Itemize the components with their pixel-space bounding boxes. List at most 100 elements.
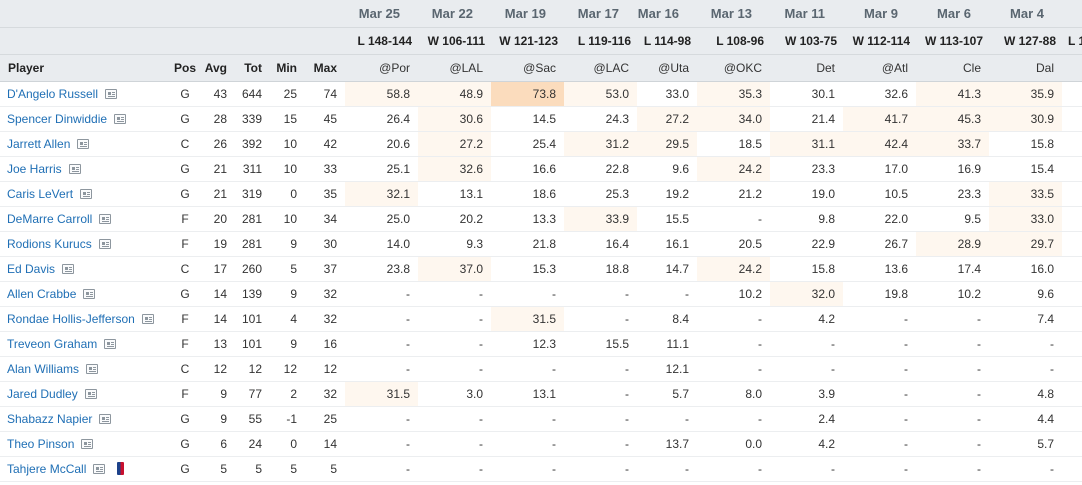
result-header-spacer bbox=[0, 27, 345, 54]
game-score-cell bbox=[1062, 406, 1082, 431]
player-card-icon[interactable] bbox=[84, 388, 97, 399]
player-name-link[interactable]: D'Angelo Russell bbox=[7, 86, 99, 101]
player-card-icon[interactable] bbox=[80, 188, 93, 199]
player-card-icon[interactable] bbox=[99, 213, 112, 224]
player-name-link[interactable]: Jarrett Allen bbox=[7, 136, 71, 151]
tot-column-header[interactable]: Tot bbox=[244, 60, 262, 75]
max-cell: 30 bbox=[323, 236, 337, 251]
player-card-icon[interactable] bbox=[99, 413, 112, 424]
game-score-cell: 10.2 bbox=[738, 286, 762, 301]
player-card-icon[interactable] bbox=[62, 263, 75, 274]
player-name-link[interactable]: Rondae Hollis-Jefferson bbox=[7, 311, 135, 326]
game-score-cell: - bbox=[1050, 461, 1054, 476]
player-card-icon[interactable] bbox=[83, 288, 96, 299]
player-name-link[interactable]: Treveon Graham bbox=[7, 336, 98, 351]
game-score-cell: 10.5 bbox=[884, 186, 908, 201]
opponent-column-header[interactable]: @LAL bbox=[449, 60, 483, 75]
player-card-icon[interactable] bbox=[77, 138, 90, 149]
game-score-cell: - bbox=[977, 436, 981, 451]
min-cell: 0 bbox=[290, 436, 297, 451]
pos-cell: C bbox=[180, 136, 190, 151]
player-name-link[interactable]: DeMarre Carroll bbox=[7, 211, 93, 226]
max-column-header[interactable]: Max bbox=[313, 60, 337, 75]
player-card-icon[interactable] bbox=[93, 463, 106, 474]
min-column-header[interactable]: Min bbox=[276, 60, 297, 75]
game-score-cell: 33.9 bbox=[564, 206, 637, 231]
opponent-column-header[interactable]: Det bbox=[816, 60, 835, 75]
game-score-cell: - bbox=[625, 386, 629, 401]
game-score-cell: - bbox=[1050, 361, 1054, 376]
game-result-header: W 106-111 bbox=[427, 33, 485, 48]
player-name-link[interactable]: Ed Davis bbox=[7, 261, 56, 276]
min-cell: 0 bbox=[290, 186, 297, 201]
player-name-link[interactable]: Tahjere McCall bbox=[7, 461, 87, 476]
player-name-link[interactable]: Spencer Dinwiddie bbox=[7, 111, 108, 126]
min-cell: 10 bbox=[283, 136, 297, 151]
pos-cell: F bbox=[181, 336, 189, 351]
player-name-link[interactable]: Alan Williams bbox=[7, 361, 80, 376]
avg-cell: 21 bbox=[213, 161, 227, 176]
player-card-icon[interactable] bbox=[105, 88, 118, 99]
game-score-cell: 17.4 bbox=[957, 261, 981, 276]
game-score-cell: 34.0 bbox=[697, 106, 770, 131]
player-name-link[interactable]: Caris LeVert bbox=[7, 186, 74, 201]
pos-cell: G bbox=[180, 111, 190, 126]
game-score-cell bbox=[1062, 256, 1082, 281]
min-cell: 9 bbox=[290, 336, 297, 351]
player-card-icon[interactable] bbox=[86, 363, 99, 374]
game-score-cell: - bbox=[831, 461, 835, 476]
tot-cell: 392 bbox=[241, 136, 262, 151]
game-score-cell: 22.0 bbox=[884, 211, 908, 226]
game-date-header: Mar 19 bbox=[504, 5, 546, 21]
player-card-icon[interactable] bbox=[141, 313, 154, 324]
game-score-cell: - bbox=[904, 386, 908, 401]
opponent-column-header[interactable]: @Sac bbox=[523, 60, 556, 75]
player-card-icon[interactable] bbox=[81, 438, 94, 449]
avg-cell: 14 bbox=[213, 311, 227, 326]
game-score-cell: - bbox=[904, 336, 908, 351]
player-name-link[interactable]: Joe Harris bbox=[7, 161, 62, 176]
opponent-column-header[interactable]: @Por bbox=[379, 60, 410, 75]
game-score-cell: 8.0 bbox=[745, 386, 762, 401]
avg-column-header[interactable]: Avg bbox=[204, 60, 227, 75]
player-card-icon[interactable] bbox=[68, 163, 81, 174]
opponent-column-header[interactable]: @Uta bbox=[658, 60, 689, 75]
player-row: D'Angelo Russell G 43 644 25 74 58.8 48.9 73.8 53… bbox=[0, 81, 1082, 106]
player-name-link[interactable]: Shabazz Napier bbox=[7, 411, 93, 426]
player-card-icon[interactable] bbox=[114, 113, 127, 124]
pos-column-header[interactable]: Pos bbox=[173, 60, 196, 75]
opponent-column-header[interactable] bbox=[1062, 54, 1082, 81]
opponent-column-header[interactable]: Dal bbox=[1035, 60, 1054, 75]
player-name-link[interactable]: Allen Crabbe bbox=[7, 286, 77, 301]
game-score-cell: 32.1 bbox=[345, 181, 418, 206]
game-score-cell: - bbox=[904, 436, 908, 451]
game-score-cell: 16.4 bbox=[605, 236, 629, 251]
player-card-icon[interactable] bbox=[104, 338, 117, 349]
opponent-column-header[interactable]: @OKC bbox=[723, 60, 762, 75]
opponent-column-header[interactable]: @Atl bbox=[881, 60, 908, 75]
player-cell: Treveon Graham bbox=[0, 331, 170, 356]
game-score-cell: 0.0 bbox=[745, 436, 762, 451]
player-name-link[interactable]: Theo Pinson bbox=[7, 436, 75, 451]
game-score-cell: 3.0 bbox=[466, 386, 483, 401]
player-name-link[interactable]: Rodions Kurucs bbox=[7, 236, 92, 251]
game-score-cell: - bbox=[406, 361, 410, 376]
player-cell: Tahjere McCall bbox=[0, 456, 170, 481]
opponent-column-header[interactable]: @LAC bbox=[593, 60, 629, 75]
game-score-cell: - bbox=[552, 461, 556, 476]
game-score-cell: 30.9 bbox=[989, 106, 1062, 131]
opponent-column-header[interactable]: Cle bbox=[962, 60, 981, 75]
game-score-cell: - bbox=[904, 461, 908, 476]
nba-logo-icon bbox=[117, 461, 125, 475]
tot-cell: 339 bbox=[241, 111, 262, 126]
player-cell: DeMarre Carroll bbox=[0, 206, 170, 231]
min-cell: 25 bbox=[283, 86, 297, 101]
player-column-header[interactable]: Player bbox=[8, 60, 45, 75]
max-cell: 45 bbox=[323, 111, 337, 126]
game-score-cell: 13.3 bbox=[532, 211, 556, 226]
player-card-icon[interactable] bbox=[98, 238, 111, 249]
game-score-cell: 31.2 bbox=[564, 131, 637, 156]
min-cell: 5 bbox=[290, 461, 297, 476]
game-score-cell: 30.6 bbox=[418, 106, 491, 131]
player-name-link[interactable]: Jared Dudley bbox=[7, 386, 78, 401]
